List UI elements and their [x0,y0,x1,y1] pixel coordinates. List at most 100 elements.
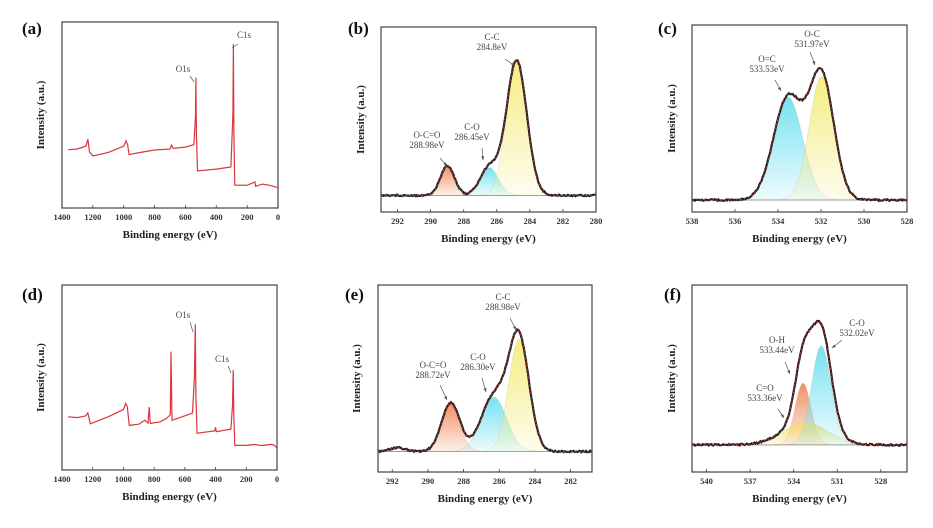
x-tick-label: 540 [700,476,713,486]
y-axis-label: Intensity (a.u.) [666,84,678,153]
plot-frame [61,21,279,209]
x-tick-label: 1400 [54,474,71,484]
x-tick-label: 537 [744,476,758,486]
panel-a: 1400 1200 1000 800 600 400 200 0 Binding energy … [22,19,280,241]
survey-spectrum-line [68,44,278,188]
experimental-data-line [380,59,597,198]
x-tick-label: 0 [275,474,279,484]
peak-label: O-H [769,335,785,345]
y-axis-label: Intensity (a.u.) [666,344,678,413]
peak-label: O-C=O [419,360,447,370]
x-tick-label: 288 [457,476,470,486]
annotation-arrow [189,75,195,83]
arrow-head-icon [512,326,516,330]
panel-label: (d) [22,285,43,304]
x-tick-label: 280 [590,216,603,226]
peak-position-label: 286.30eV [460,362,496,372]
plot-frame [691,284,908,473]
arrow-head-icon [483,388,487,392]
peak-label: O-C=O [413,130,441,140]
x-tick-label: 282 [564,476,577,486]
panel-d: 1400 1200 1000 800 600 400 200 0 Binding energy … [22,284,279,503]
annotation-arrow [189,321,194,333]
panel-label: (c) [658,19,677,38]
x-tick-label: 290 [424,216,437,226]
x-tick-label: 286 [493,476,506,486]
arrow-head-icon [444,396,447,400]
annotation-arrow [231,43,239,49]
arrow-head-icon [511,62,515,66]
x-tick-label: 284 [523,216,537,226]
x-axis-label: Binding energy (eV) [752,233,847,245]
x-tick-label: 400 [210,212,223,222]
arrow-head-icon [832,344,836,348]
panel-label: (b) [348,19,369,38]
arrow-head-icon [780,414,784,418]
panel-label: (a) [22,19,42,38]
x-tick-label: 200 [241,212,254,222]
peak-label: O1s [176,310,191,320]
y-axis-label: Intensity (a.u.) [355,85,367,154]
peak-position-label: 533.53eV [749,64,785,74]
y-axis-label: Intensity (a.u.) [35,343,47,412]
x-tick-label: 286 [490,216,503,226]
plot-frame [380,26,597,213]
panel-b: 292 290 288 286 284 282 280 Binding energy (eV)… [348,19,602,245]
x-tick-label: 284 [529,476,543,486]
x-tick-label: 528 [874,476,887,486]
peak-label: C-C [495,292,510,302]
experimental-data-line [691,319,908,448]
peak-position-label: 532.02eV [839,328,875,338]
x-tick-label: 532 [815,216,828,226]
x-tick-label: 800 [148,212,161,222]
x-tick-label: 400 [209,474,222,484]
x-tick-label: 290 [422,476,435,486]
peak-position-label: 288.72eV [415,370,451,380]
x-tick-label: 534 [772,216,786,226]
plot-frame [691,24,908,213]
plot-frame [61,284,278,471]
y-axis-label: Intensity (a.u.) [35,80,47,149]
x-tick-label: 600 [178,474,191,484]
panel-label: (f) [664,285,681,304]
peak-position-label: 284.8eV [477,42,508,52]
peak-label: C-O [470,352,486,362]
x-tick-label: 1200 [84,212,101,222]
x-tick-label: 282 [557,216,570,226]
peak-position-label: 286.45eV [454,132,490,142]
arrow-head-icon [787,370,791,374]
x-tick-label: 536 [729,216,742,226]
panel-e: 292 290 288 286 284 282 Binding energy (eV) Int… [345,284,593,505]
x-tick-label: 600 [179,212,192,222]
peak-position-label: 531.97eV [794,39,830,49]
x-axis-label: Binding energy (eV) [123,229,218,241]
survey-spectrum-line [68,324,278,448]
arrow-head-icon [443,162,447,166]
x-axis-label: Binding energy (eV) [438,493,533,505]
x-tick-label: 1000 [115,212,132,222]
peak-position-label: 288.98eV [485,302,521,312]
x-tick-label: 292 [391,216,404,226]
peak-label: C1s [215,354,230,364]
x-tick-label: 538 [686,216,699,226]
x-tick-label: 200 [240,474,253,484]
annotation-arrow [227,365,232,374]
panel-f: 540 537 534 531 528 Binding energy (eV) Intens… [664,284,908,505]
peak-label: C1s [237,30,252,40]
arrow-head-icon [777,87,781,91]
x-tick-label: 292 [386,476,399,486]
experimental-data-line [691,67,908,203]
peak-position-label: 533.44eV [759,345,795,355]
panel-label: (e) [345,285,364,304]
fit-component-c-o [380,167,597,196]
x-tick-label: 1200 [84,474,101,484]
x-tick-label: 531 [831,476,844,486]
peak-label: C-O [464,122,480,132]
x-tick-label: 1000 [115,474,132,484]
x-tick-label: 288 [457,216,470,226]
peak-position-label: 533.36eV [747,393,783,403]
peak-label: O1s [176,64,191,74]
y-axis-label: Intensity (a.u.) [351,344,363,413]
panel-c: 538 536 534 532 530 528 Binding energy (eV) Int… [658,19,913,245]
